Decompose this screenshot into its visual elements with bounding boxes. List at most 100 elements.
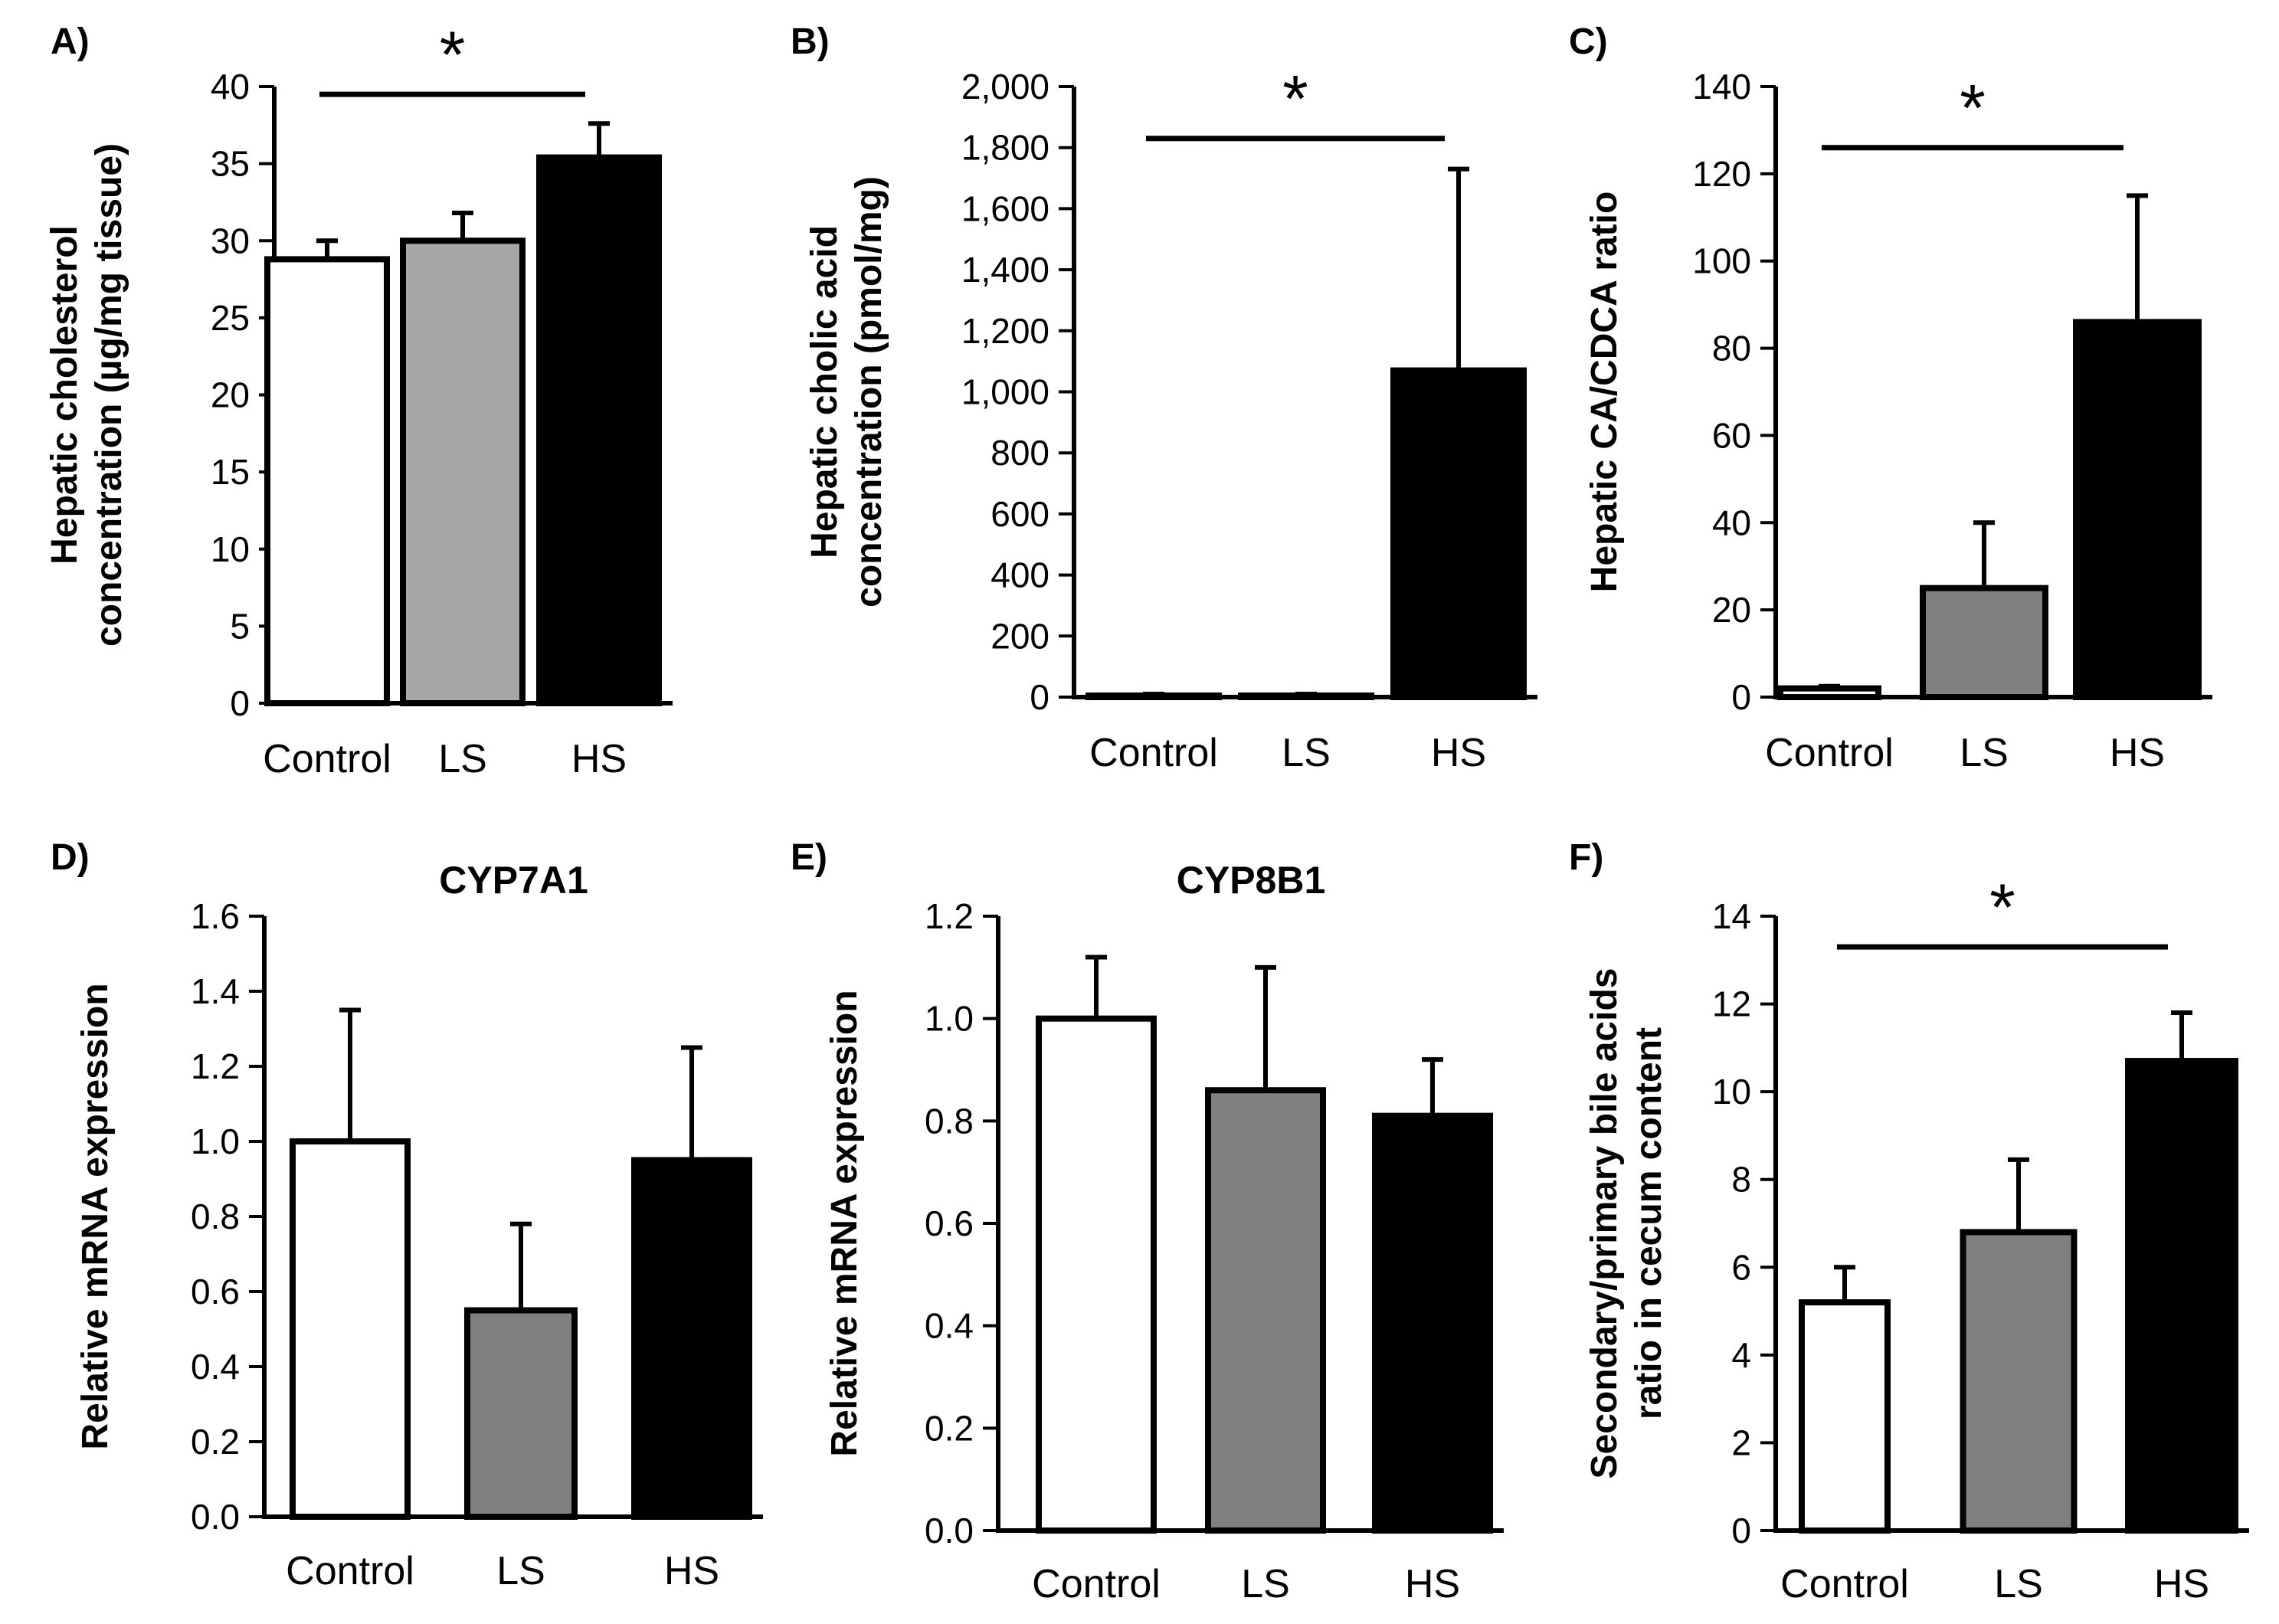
chart-4-ylabel: Relative mRNA expression <box>75 983 116 1449</box>
chart-6-category-label: Control <box>1780 1562 1909 1606</box>
chart-4-category-label: LS <box>496 1549 545 1593</box>
chart-1-ytick-label: 15 <box>211 452 250 492</box>
chart-5-bar-control <box>1036 1015 1157 1534</box>
chart-2-ytick-label: 1,800 <box>961 128 1049 168</box>
chart-6-ytick-label: 10 <box>1712 1072 1751 1112</box>
chart-1-significance-star: * <box>440 18 465 92</box>
chart-2-category-label: HS <box>1431 731 1486 775</box>
chart-3-ytick-label: 20 <box>1712 590 1751 630</box>
chart-4-category-label: HS <box>664 1549 719 1593</box>
chart-2-ytick-label: 0 <box>1030 677 1049 717</box>
chart-3-category-label: Control <box>1765 731 1894 775</box>
chart-3-ylabel-line: Hepatic CA/CDCA ratio <box>1584 192 1625 593</box>
chart-4-panel-label: D) <box>51 837 90 878</box>
chart-6-category-label: LS <box>1994 1562 2043 1606</box>
chart-4-ytick-label: 1.6 <box>191 896 240 936</box>
chart-1-bar-control <box>264 256 390 706</box>
chart-3-bar-control <box>1777 685 1881 700</box>
chart-4-ytick-label: 0.2 <box>191 1422 240 1462</box>
chart-6-ylabel-line: Secondary/primary bile acids <box>1584 968 1625 1479</box>
chart-3-ytick-label: 80 <box>1712 329 1751 368</box>
chart-6-ytick-label: 14 <box>1712 896 1751 936</box>
chart-6-ytick-label: 12 <box>1712 984 1751 1024</box>
chart-2-ytick-label: 600 <box>991 494 1049 534</box>
chart-5-category-label: LS <box>1241 1562 1290 1606</box>
chart-6-ytick-label: 8 <box>1731 1160 1751 1200</box>
chart-6-bar-hs <box>2125 1058 2238 1534</box>
chart-1-ytick-label: 0 <box>230 683 250 723</box>
chart-2-ylabel-line: concentration (pmol/mg) <box>849 176 889 607</box>
chart-1-bar-hs <box>536 154 662 706</box>
chart-4-bar-ls <box>464 1307 578 1520</box>
chart-5-ylabel-line: Relative mRNA expression <box>824 990 865 1456</box>
chart-6-significance-star: * <box>1989 871 2015 945</box>
chart-1-ylabel-line: Hepatic cholesterol <box>44 225 85 565</box>
chart-6-ylabel: Secondary/primary bile acids ratio in cec… <box>1584 968 1669 1479</box>
chart-2-ylabel: Hepatic cholic acid concentration (pmol/m… <box>804 176 889 607</box>
chart-1-ytick-label: 5 <box>230 606 250 646</box>
chart-4-ytick-label: 0.0 <box>191 1497 240 1537</box>
chart-2-ytick-label: 1,400 <box>961 250 1049 290</box>
chart-6-ylabel-line: ratio in cecum content <box>1629 1027 1669 1419</box>
chart-4-category-label: Control <box>286 1549 414 1593</box>
chart-5-title: CYP8B1 <box>1177 859 1326 902</box>
chart-6-bar-control <box>1799 1299 1891 1534</box>
chart-2-ytick-label: 800 <box>991 433 1049 473</box>
chart-3-panel-label: C) <box>1569 21 1608 62</box>
chart-3-category-label: HS <box>2110 731 2165 775</box>
chart-5-bar-hs <box>1372 1112 1493 1534</box>
chart-2-ytick-label: 1,600 <box>961 188 1049 228</box>
chart-1-ylabel-line: concentration (µg/mg tissue) <box>89 143 129 647</box>
chart-1-category-label: HS <box>571 737 627 781</box>
chart-1-ytick-label: 40 <box>211 67 250 106</box>
chart-1-ytick-label: 20 <box>211 375 250 415</box>
chart-4-ytick-label: 1.2 <box>191 1046 240 1086</box>
chart-4-ytick-label: 0.6 <box>191 1272 240 1311</box>
chart-3-significance-star: * <box>1960 72 1985 146</box>
chart-2-significance-star: * <box>1282 63 1308 136</box>
chart-3-ytick-label: 100 <box>1692 241 1751 281</box>
chart-5-bar-ls <box>1205 1087 1326 1534</box>
chart-1-ytick-label: 35 <box>211 144 250 184</box>
chart-2-ytick-label: 1,200 <box>961 311 1049 351</box>
chart-3-bar-hs <box>2073 319 2202 700</box>
chart-5-ytick-label: 1.0 <box>925 999 974 1039</box>
chart-4-bar-hs <box>631 1157 752 1520</box>
chart-3-bar-ls <box>1920 584 2048 701</box>
chart-3-ytick-label: 120 <box>1692 154 1751 194</box>
chart-1-panel-label: A) <box>51 21 90 62</box>
chart-5-ytick-label: 0.4 <box>925 1306 974 1346</box>
chart-2-ytick-label: 2,000 <box>961 67 1049 106</box>
chart-4-title: CYP7A1 <box>439 859 588 902</box>
chart-5-category-label: Control <box>1032 1562 1161 1606</box>
chart-2-ytick-label: 200 <box>991 616 1049 656</box>
chart-3-ytick-label: 60 <box>1712 415 1751 455</box>
chart-2-bar-hs <box>1390 367 1527 700</box>
chart-3-ytick-label: 40 <box>1712 503 1751 542</box>
chart-3-ytick-label: 0 <box>1731 677 1751 717</box>
chart-2-ytick-label: 400 <box>991 555 1049 595</box>
chart-2-category-label: Control <box>1089 731 1218 775</box>
chart-5-ytick-label: 1.2 <box>925 896 974 936</box>
chart-3-ylabel: Hepatic CA/CDCA ratio <box>1584 192 1625 593</box>
chart-4-ytick-label: 1.0 <box>191 1121 240 1161</box>
chart-6-ytick-label: 0 <box>1731 1511 1751 1550</box>
chart-5-panel-label: E) <box>791 837 827 878</box>
chart-1-ytick-label: 25 <box>211 298 250 338</box>
chart-4-ytick-label: 1.4 <box>191 971 240 1011</box>
chart-1-category-label: Control <box>263 737 391 781</box>
chart-5-category-label: HS <box>1405 1562 1460 1606</box>
chart-4-ytick-label: 0.8 <box>191 1197 240 1236</box>
chart-1-category-label: LS <box>438 737 487 781</box>
chart-2-panel-label: B) <box>791 21 830 62</box>
chart-5-ylabel: Relative mRNA expression <box>824 990 865 1456</box>
chart-4-ytick-label: 0.4 <box>191 1347 240 1387</box>
chart-1-ytick-label: 10 <box>211 529 250 569</box>
chart-2-ytick-label: 1,000 <box>961 372 1049 412</box>
chart-6-ytick-label: 4 <box>1731 1335 1751 1375</box>
chart-6-category-label: HS <box>2154 1562 2209 1606</box>
chart-5-ytick-label: 0.0 <box>925 1511 974 1550</box>
chart-3-category-label: LS <box>1960 731 2009 775</box>
chart-1-bar-ls <box>400 237 526 706</box>
